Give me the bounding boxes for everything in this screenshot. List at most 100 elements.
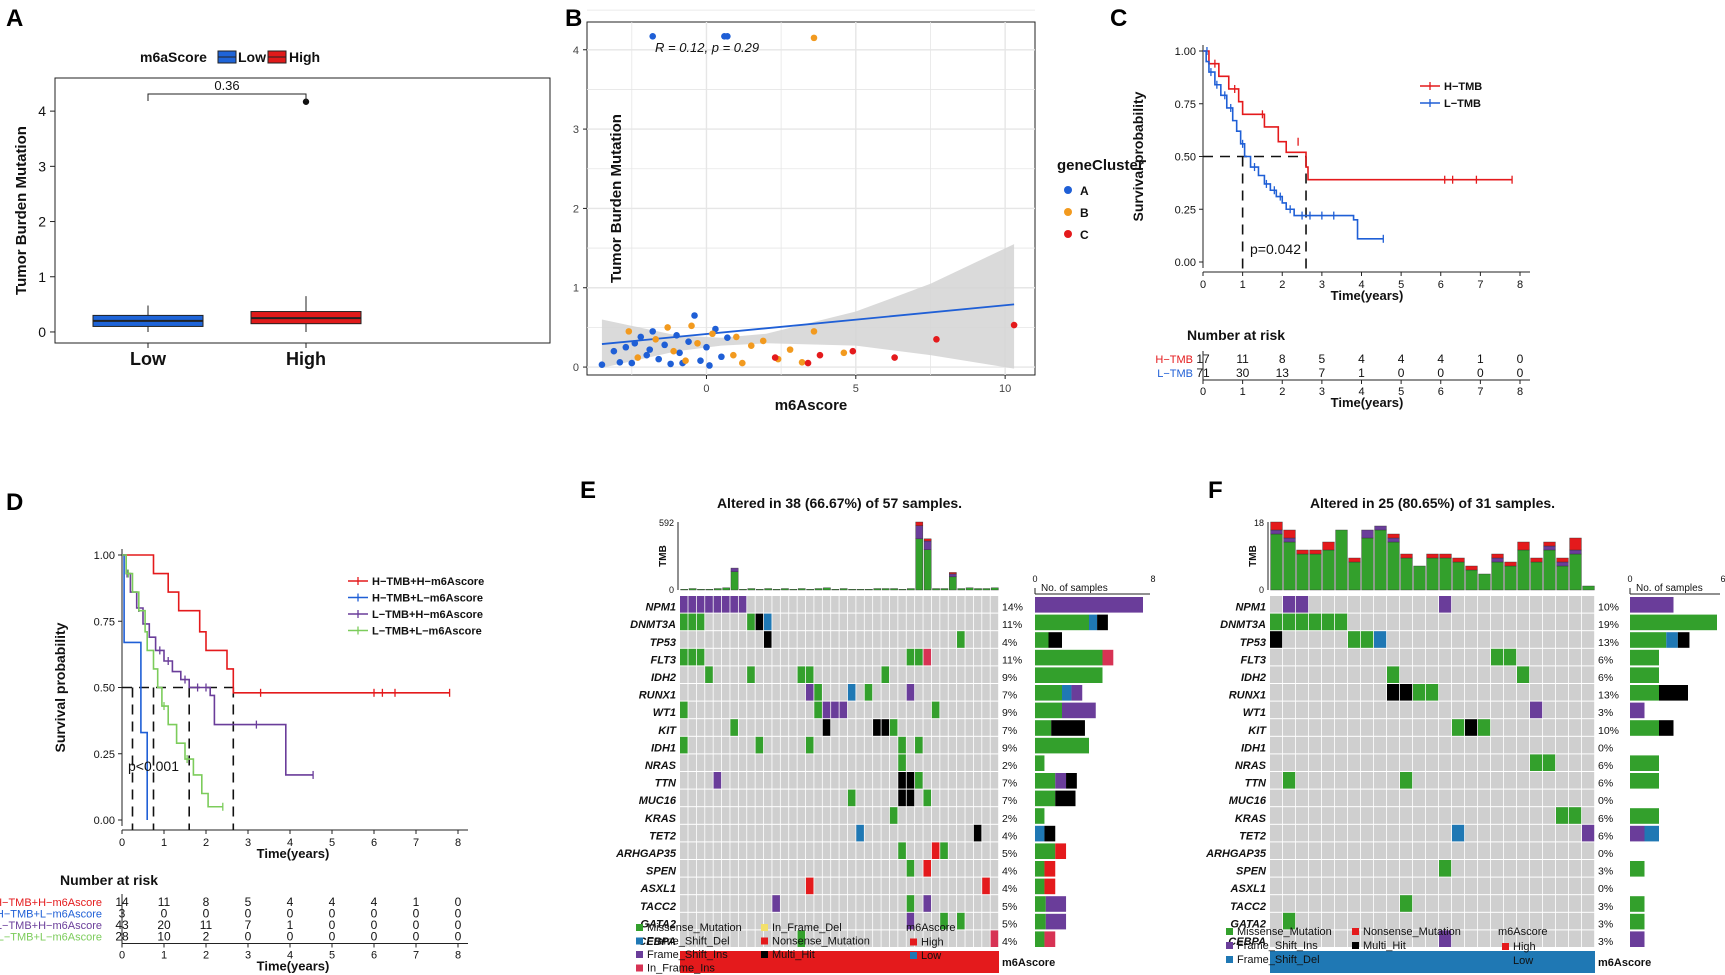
cell-bg bbox=[738, 648, 747, 666]
sample-count-bar bbox=[1035, 913, 1046, 930]
cell-bg bbox=[1530, 736, 1543, 754]
risk-value: 5 bbox=[245, 895, 252, 909]
cell-bg bbox=[1296, 912, 1309, 930]
cell-bg bbox=[847, 719, 856, 736]
cell-bg bbox=[1452, 930, 1465, 947]
mutation-cell bbox=[680, 613, 688, 631]
cell-bg bbox=[1569, 684, 1582, 701]
cell-bg bbox=[957, 596, 965, 613]
gene-pct: 4% bbox=[1002, 883, 1017, 895]
tmb-bar-segment bbox=[764, 588, 772, 591]
cell-bg bbox=[847, 701, 856, 719]
mutation-cell bbox=[721, 596, 730, 613]
cell-bg bbox=[1517, 860, 1530, 877]
cell-bg bbox=[1348, 842, 1361, 859]
cell-bg bbox=[1556, 895, 1569, 912]
cell-bg bbox=[763, 860, 772, 877]
cell-bg bbox=[730, 666, 738, 683]
risk-x-tick-label: 2 bbox=[203, 950, 209, 962]
cell-bg bbox=[1309, 807, 1322, 824]
point-cluster-a bbox=[661, 341, 668, 349]
mutation-cell bbox=[1283, 772, 1296, 789]
cell-bg bbox=[705, 648, 713, 666]
cell-bg bbox=[1543, 842, 1556, 859]
cell-bg bbox=[931, 824, 940, 842]
x-tick-label: 7 bbox=[413, 837, 419, 849]
tmb-bar-segment bbox=[1582, 585, 1595, 591]
cell-bg bbox=[1296, 736, 1309, 754]
cell-bg bbox=[881, 789, 890, 807]
sample-count-bar bbox=[1062, 685, 1072, 701]
cell-bg bbox=[881, 807, 890, 824]
legend-label: H−TMB+H−m6Ascore bbox=[372, 576, 484, 588]
point-cluster-b bbox=[759, 337, 767, 345]
cell-bg bbox=[831, 824, 839, 842]
cell-bg bbox=[1556, 860, 1569, 877]
cell-bg bbox=[1374, 789, 1387, 807]
cell-bg bbox=[1556, 824, 1569, 842]
cell-bg bbox=[856, 772, 864, 789]
cell-bg bbox=[1569, 842, 1582, 859]
mutation-cell bbox=[923, 860, 932, 877]
mutation-cell bbox=[906, 789, 915, 807]
mutation-cell bbox=[906, 772, 915, 789]
cell-bg bbox=[1270, 895, 1283, 912]
score-legend-title: m6Ascore bbox=[906, 922, 956, 934]
legend-label: B bbox=[1080, 206, 1089, 220]
cell-bg bbox=[1478, 930, 1491, 947]
cell-bg bbox=[738, 824, 747, 842]
cell-bg bbox=[1387, 613, 1400, 631]
cell-bg bbox=[965, 860, 974, 877]
cell-bg bbox=[1296, 930, 1309, 947]
cell-bg bbox=[1569, 701, 1582, 719]
cell-bg bbox=[839, 719, 848, 736]
cell-bg bbox=[1348, 736, 1361, 754]
cell-bg bbox=[755, 684, 764, 701]
point-cluster-a bbox=[628, 359, 636, 367]
cell-bg bbox=[973, 613, 982, 631]
cell-bg bbox=[738, 613, 747, 631]
cell-bg bbox=[1517, 719, 1530, 736]
cell-bg bbox=[721, 754, 730, 771]
x-tick-label: 1 bbox=[1240, 279, 1246, 291]
cell-bg bbox=[1478, 631, 1491, 648]
tmb-bar-segment bbox=[1374, 529, 1387, 591]
cell-bg bbox=[705, 912, 713, 930]
cell-bg bbox=[889, 877, 898, 895]
cell-bg bbox=[780, 930, 789, 947]
cell-bg bbox=[923, 912, 932, 930]
point-cluster-a bbox=[649, 32, 657, 40]
mutation-cell bbox=[822, 701, 831, 719]
cell-bg bbox=[1439, 842, 1452, 859]
cell-bg bbox=[965, 719, 974, 736]
cell-bg bbox=[948, 648, 957, 666]
cell-bg bbox=[1478, 754, 1491, 771]
cell-bg bbox=[1270, 736, 1283, 754]
km-curve-3 bbox=[122, 554, 223, 808]
cell-bg bbox=[730, 772, 738, 789]
cell-bg bbox=[780, 596, 789, 613]
cell-bg bbox=[847, 895, 856, 912]
tmb-bar-segment bbox=[1517, 549, 1530, 591]
cell-bg bbox=[1504, 807, 1517, 824]
cell-bg bbox=[1582, 754, 1595, 771]
cell-bg bbox=[1452, 701, 1465, 719]
cell-bg bbox=[747, 596, 755, 613]
cell-bg bbox=[847, 824, 856, 842]
ns-axis-min: 0 bbox=[1032, 574, 1037, 584]
cell-bg bbox=[747, 789, 755, 807]
gene-pct: 3% bbox=[1598, 918, 1613, 930]
risk-value: 0 bbox=[455, 907, 462, 921]
tmb-bar-segment bbox=[932, 588, 940, 591]
cell-bg bbox=[957, 701, 965, 719]
legend-key bbox=[1226, 956, 1233, 963]
cell-bg bbox=[1491, 736, 1504, 754]
sample-count-bar bbox=[1102, 649, 1114, 666]
mutation-cell bbox=[680, 736, 688, 754]
cell-bg bbox=[1465, 736, 1478, 754]
gene-pct: 5% bbox=[1002, 901, 1017, 913]
panel-letter-b: B bbox=[565, 5, 582, 32]
cell-bg bbox=[696, 684, 705, 701]
mutation-cell bbox=[1361, 631, 1374, 648]
cell-bg bbox=[1530, 895, 1543, 912]
